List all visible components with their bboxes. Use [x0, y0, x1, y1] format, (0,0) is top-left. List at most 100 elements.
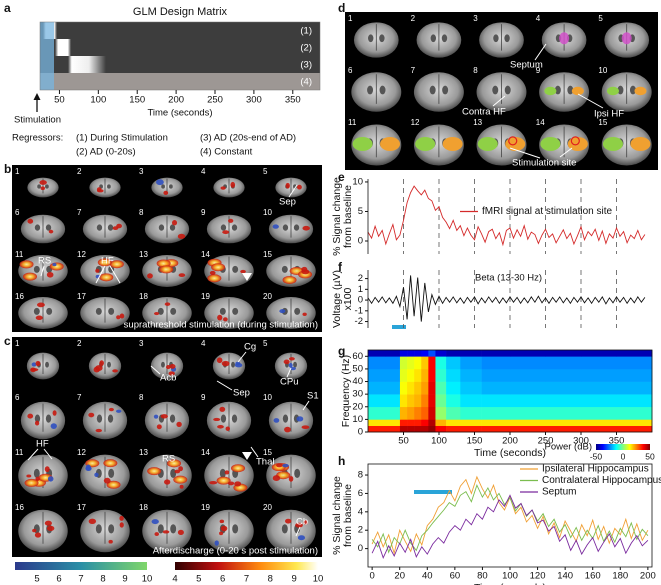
- slice-number: 6: [15, 393, 20, 402]
- heatmap-cell: [616, 350, 653, 357]
- heatmap-cell: [510, 350, 546, 357]
- activation: [50, 423, 57, 430]
- x-tick-label: 300: [573, 436, 589, 447]
- x-tick-label: 200: [168, 95, 184, 106]
- activation: [214, 540, 219, 546]
- region-ipsi: [630, 136, 651, 151]
- colorbar-label: -50: [590, 451, 603, 461]
- ventricle: [170, 524, 177, 534]
- heatmap-cell: [545, 406, 582, 420]
- activation: [27, 218, 34, 224]
- activation: [168, 371, 175, 376]
- x-tick-label: 20: [394, 571, 405, 582]
- activation: [178, 273, 186, 278]
- slice-number: 10: [263, 208, 272, 217]
- slice-number: 8: [139, 393, 144, 402]
- activation: [163, 190, 169, 196]
- slice-number: 6: [348, 66, 353, 75]
- marker: [242, 273, 252, 281]
- ventricle: [161, 361, 165, 368]
- y-tick-label: 0: [358, 427, 363, 438]
- activation: [228, 218, 234, 223]
- activation: [52, 263, 57, 267]
- pointer: [150, 365, 161, 375]
- ventricle: [492, 85, 499, 95]
- activation: [164, 479, 171, 485]
- colorbar-label: 10: [142, 574, 153, 585]
- panel-label: c: [4, 334, 11, 348]
- colorbar-label: 7: [78, 574, 83, 585]
- heatmap-cell: [399, 350, 408, 357]
- heatmap-cell: [368, 425, 387, 433]
- heatmap-cell: [421, 350, 429, 357]
- activation: [302, 312, 307, 317]
- annotation: HF: [36, 439, 49, 450]
- x-tick-label: 200: [502, 436, 518, 447]
- caption: Afterdischarge (0-20 s post stimulation): [153, 546, 318, 557]
- heatmap-cell: [385, 350, 401, 357]
- activation: [166, 364, 171, 370]
- activation: [285, 518, 292, 524]
- activation: [36, 302, 45, 308]
- slice-number: 2: [77, 167, 82, 176]
- ventricle: [294, 307, 301, 315]
- y-tick-label: 4: [358, 506, 363, 517]
- activation: [164, 302, 171, 306]
- heatmap-cell: [581, 425, 617, 433]
- slice-number: 8: [139, 208, 144, 217]
- ventricle: [96, 224, 103, 231]
- ventricle: [379, 34, 385, 43]
- heatmap-cell: [407, 381, 415, 395]
- annotations-b: Sep RS HF suprathreshold stimulation (du…: [38, 184, 318, 331]
- region-septum: [559, 32, 570, 45]
- colorbar-label: 5: [196, 574, 201, 585]
- activation: [106, 480, 121, 489]
- ventricle: [33, 265, 40, 273]
- heatmap-cell: [435, 425, 447, 433]
- panel-label: e: [338, 170, 345, 184]
- annotations-d: Septum Contra HF Ipsi HF Stimulation sit…: [462, 43, 624, 169]
- activation: [99, 273, 114, 282]
- heatmap-cell: [421, 394, 429, 408]
- ventricle: [368, 34, 374, 43]
- activation: [288, 362, 293, 368]
- ventricle: [430, 34, 436, 43]
- heatmap-cell: [460, 394, 482, 408]
- heatmap-cell: [460, 356, 482, 370]
- heatmap-cell: [421, 356, 429, 370]
- slice-number: 13: [473, 118, 482, 127]
- activation: [153, 311, 160, 316]
- slice-number: 8: [473, 66, 478, 75]
- ventricle: [220, 414, 227, 423]
- activation: [46, 525, 55, 531]
- annotation: S1: [307, 391, 319, 402]
- heatmap-cell: [581, 368, 617, 382]
- slice-number: 1: [348, 14, 353, 23]
- series-line: [371, 483, 649, 554]
- heatmap-cell: [545, 419, 582, 426]
- heatmap-cell: [545, 381, 582, 395]
- heatmap-cell: [428, 356, 436, 370]
- x-tick-label: 60: [450, 571, 461, 582]
- stimulation-bar: [392, 325, 406, 329]
- heatmap-cell: [428, 368, 436, 382]
- colorbar-label: 4: [172, 574, 177, 585]
- heatmap-cell: [414, 356, 422, 370]
- heatmap-cell: [385, 381, 401, 395]
- activation: [109, 260, 124, 269]
- ventricle: [282, 224, 289, 231]
- series-line: [371, 475, 649, 555]
- caption: suprathreshold stimulation (during stimu…: [124, 320, 318, 331]
- heatmap-cell: [399, 406, 408, 420]
- colorbar-label: 5: [34, 574, 39, 585]
- activation: [108, 407, 114, 412]
- annotation: Beta (13-30 Hz): [475, 273, 542, 284]
- heatmap-cell: [428, 381, 436, 395]
- slice-number: 10: [598, 66, 607, 75]
- heatmap-cell: [481, 381, 511, 395]
- slice-number: 12: [77, 448, 86, 457]
- y-tick-label: 50: [352, 363, 363, 374]
- activation: [282, 463, 289, 468]
- heatmap-cell: [368, 381, 387, 395]
- activation: [177, 233, 186, 239]
